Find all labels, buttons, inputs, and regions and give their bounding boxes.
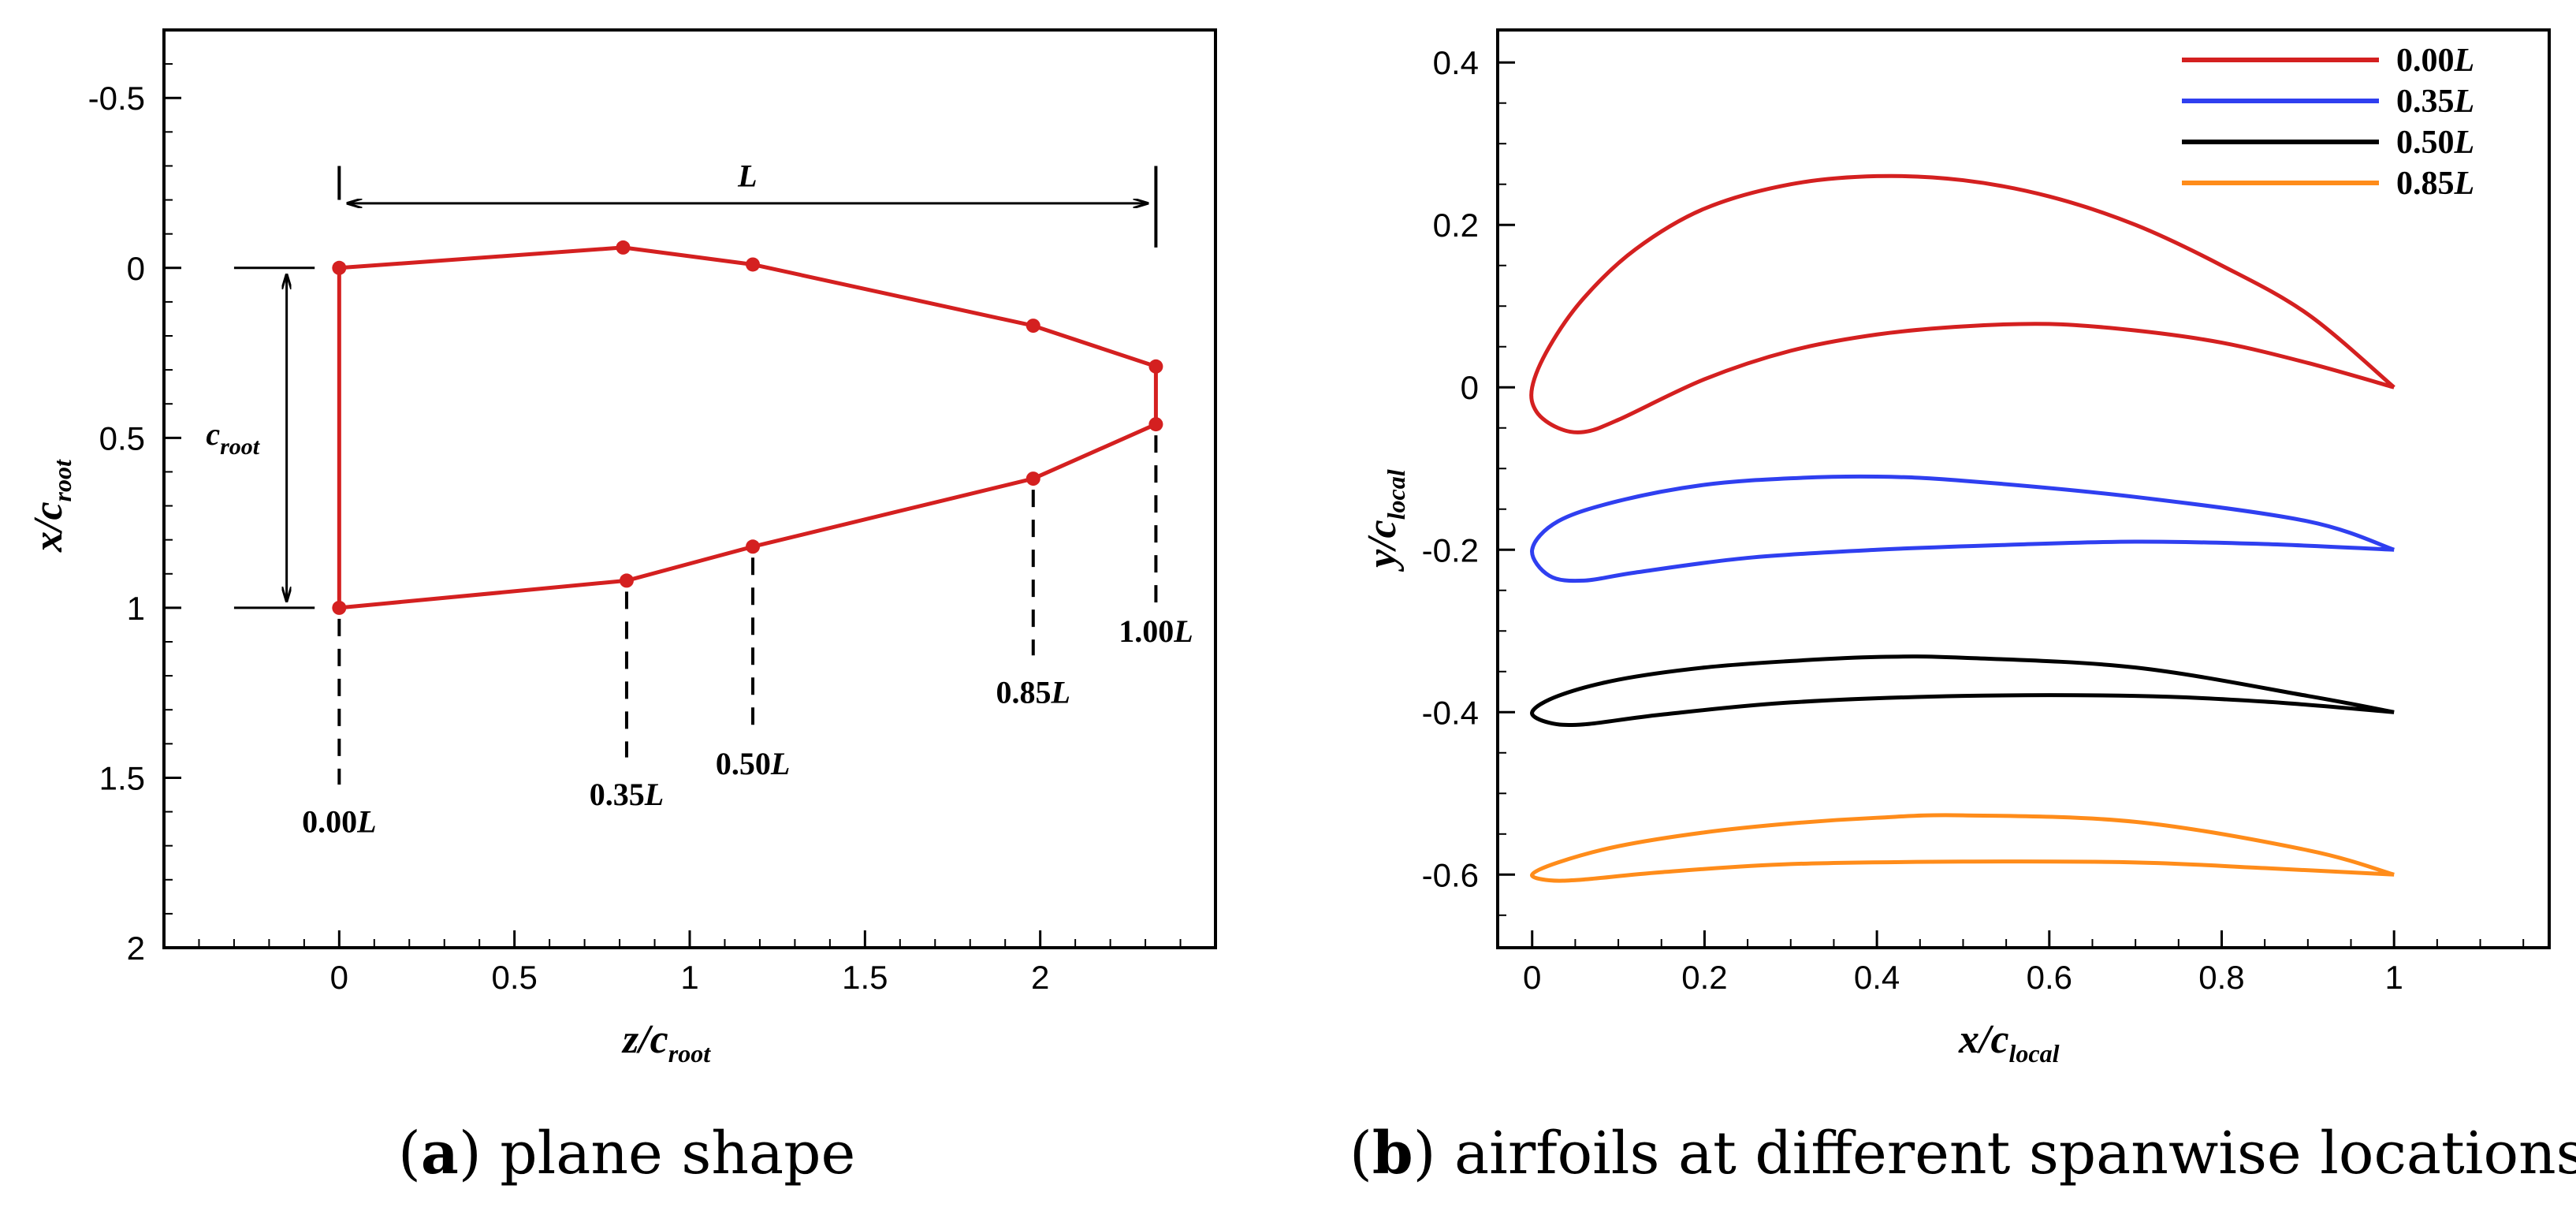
planform-point [1148,359,1163,374]
airfoil-curve-0.85 [1530,813,2395,883]
airfoil-curve-0.50 [1530,654,2395,728]
station-label: 0.50L [716,746,790,781]
planform-point [746,257,761,272]
panel-b-legend: 0.00L 0.35L 0.50L 0.85L [2182,43,2474,202]
panel-a-y-tick-label: 1.5 [99,759,145,796]
panel-a-caption: (a) plane shape [398,1120,855,1187]
station-label: 1.00L [1119,613,1193,649]
panel-b-y-tick-label: 0.4 [1433,44,1479,81]
panel-b-plot-frame [1496,28,2551,949]
panel-a-y-axis-label: x/croot [26,459,76,553]
planform-point [1026,471,1040,486]
panel-b-x-axis-label: x/clocal [1958,1017,2060,1068]
panel-a-x-axis-label: z/croot [621,1017,711,1068]
panel-b-y-axis-label: y/clocal [1360,469,1410,572]
station-label: 0.85L [996,675,1070,710]
legend-label: 0.50L [2396,125,2474,161]
panel-b-y-tick-label: -0.4 [1422,694,1479,731]
panel-b-y-tick-label: -0.6 [1422,856,1479,893]
panel-a-y-tick-label: 1 [127,590,145,627]
panel-b-x-tick-label: 0.2 [1681,959,1727,996]
station-label: 0.00L [302,803,376,839]
panel-a-y-tick-label: 0 [127,250,145,287]
panel-b-x-tick-label: 0.8 [2198,959,2244,996]
panel-b-x-tick-label: 0.4 [1854,959,1900,996]
legend-label: 0.00L [2396,43,2474,79]
panel-a-y-tick-label: -0.5 [88,80,145,117]
panel-b-caption: (b) airfoils at different spanwise locat… [1349,1120,2576,1187]
span-label: L [737,158,757,193]
planform-point [616,240,631,255]
panel-a-y-tick-label: 2 [127,930,145,967]
planform-point [1148,417,1163,432]
panel-b-y-tick-label: 0.2 [1433,207,1479,244]
airfoil-curve-0.00 [1529,173,2395,434]
legend-label: 0.35L [2396,84,2474,120]
chord-label: croot [206,416,260,460]
panel-a-x-tick-label: 1 [680,959,698,996]
panel-a-x-tick-label: 0.5 [491,959,537,996]
panel-a-y-tick-label: 0.5 [99,419,145,457]
station-label: 0.35L [590,777,664,812]
airfoil-curve-0.35 [1530,474,2395,583]
planform-point [332,260,347,275]
panel-b-y-tick-label: -0.2 [1422,531,1479,568]
panel-b-x-tick-label: 0.6 [2027,959,2072,996]
planform-point [746,539,761,554]
panel-a-x-tick-label: 2 [1031,959,1049,996]
panel-b-x-tick-label: 0 [1523,959,1541,996]
panel-a-x-tick-label: 0 [330,959,348,996]
legend-label: 0.85L [2396,166,2474,202]
panel-b-y-tick-label: 0 [1461,369,1479,406]
planform-point [1026,319,1040,334]
planform-point [619,573,634,588]
panel-a-x-tick-label: 1.5 [842,959,888,996]
planform-point [332,600,347,615]
panel-b-x-tick-label: 1 [2385,959,2403,996]
panel-b-airfoils: 0 0.2 0.4 0.6 0.8 1-0.6-0.4-0.200.20.4 0.00L0… [1349,28,2576,1187]
